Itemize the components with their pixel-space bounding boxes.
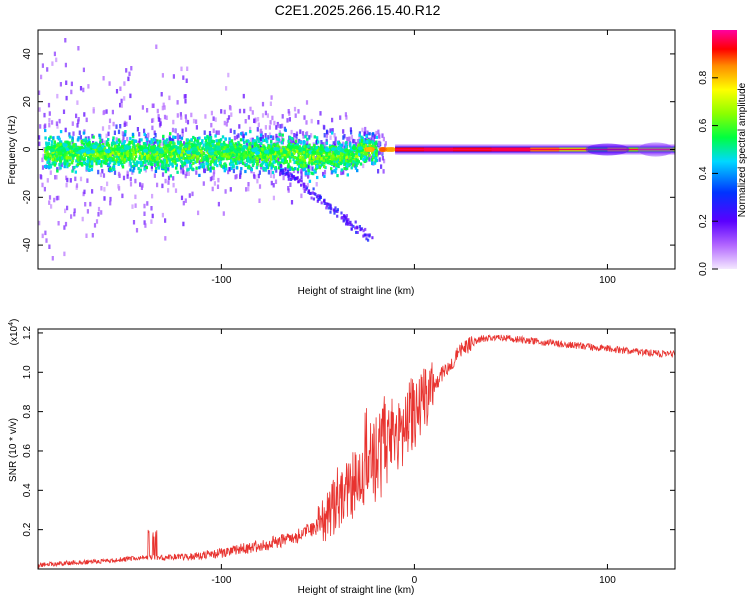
colorbar-tick-label: 0.6 [698,118,709,132]
snr-series-line [38,334,675,569]
snr-background [38,329,675,569]
spectrogram-y-label: Frequency (Hz) [7,116,18,185]
colorbar-ticks: 0.0 0.2 0.4 0.6 0.8 [698,70,718,276]
snr-y-tick-label: 0.2 [22,522,33,536]
spectrogram-y-tick-label: 0 [22,146,33,152]
spectrogram-image [38,38,675,261]
snr-x-tick-label: 100 [599,575,616,586]
snr-y-tick-label: 0.4 [22,483,33,497]
snr-panel: -100 0 100 0.2 0.4 0.6 0.8 1.0 1.2 Height of str… [8,319,676,596]
colorbar-label: Normalized spectral amplitude [737,82,748,217]
spectrogram-y-tick-label: 20 [22,96,33,108]
snr-frame [37,328,676,570]
snr-y-scale: (x104) [8,319,20,346]
snr-x-label: Height of straight line (km) [298,585,415,596]
chart-title: C2E1.2025.266.15.40.R12 [274,2,441,18]
spectrogram-x-label: Height of straight line (km) [298,286,415,297]
spectrogram-ticks: -100 100 -40 -20 0 20 40 [22,30,675,286]
spectrogram-panel: -100 100 -40 -20 0 20 40 Height of straight li… [7,29,676,297]
spectrogram-y-tick-label: -40 [22,237,33,252]
snr-y-label: SNR (10 * v/v) [8,418,19,482]
colorbar-tick-label: 0.4 [698,166,709,180]
spectrogram-y-tick-label: 40 [22,48,33,60]
snr-x-tick-label: 0 [412,575,418,586]
colorbar-tick-label: 0.8 [698,70,709,84]
spectrogram-y-tick-label: -20 [22,190,33,205]
spectrogram-x-tick-label: -100 [211,275,231,286]
colorbar: 0.0 0.2 0.4 0.6 0.8 Normalized spectral ampl… [698,30,748,276]
snr-ticks: -100 0 100 0.2 0.4 0.6 0.8 1.0 1.2 [22,326,675,586]
snr-x-tick-label: -100 [211,575,231,586]
colorbar-tick-label: 0.0 [698,262,709,276]
colorbar-tick-label: 0.2 [698,214,709,228]
snr-y-tick-label: 0.8 [22,404,33,418]
snr-y-tick-label: 0.6 [22,444,33,458]
snr-y-tick-label: 1.0 [22,365,33,379]
colorbar-gradient [712,30,737,269]
snr-y-tick-label: 1.2 [22,326,33,340]
spectrogram-x-tick-label: 100 [599,275,616,286]
